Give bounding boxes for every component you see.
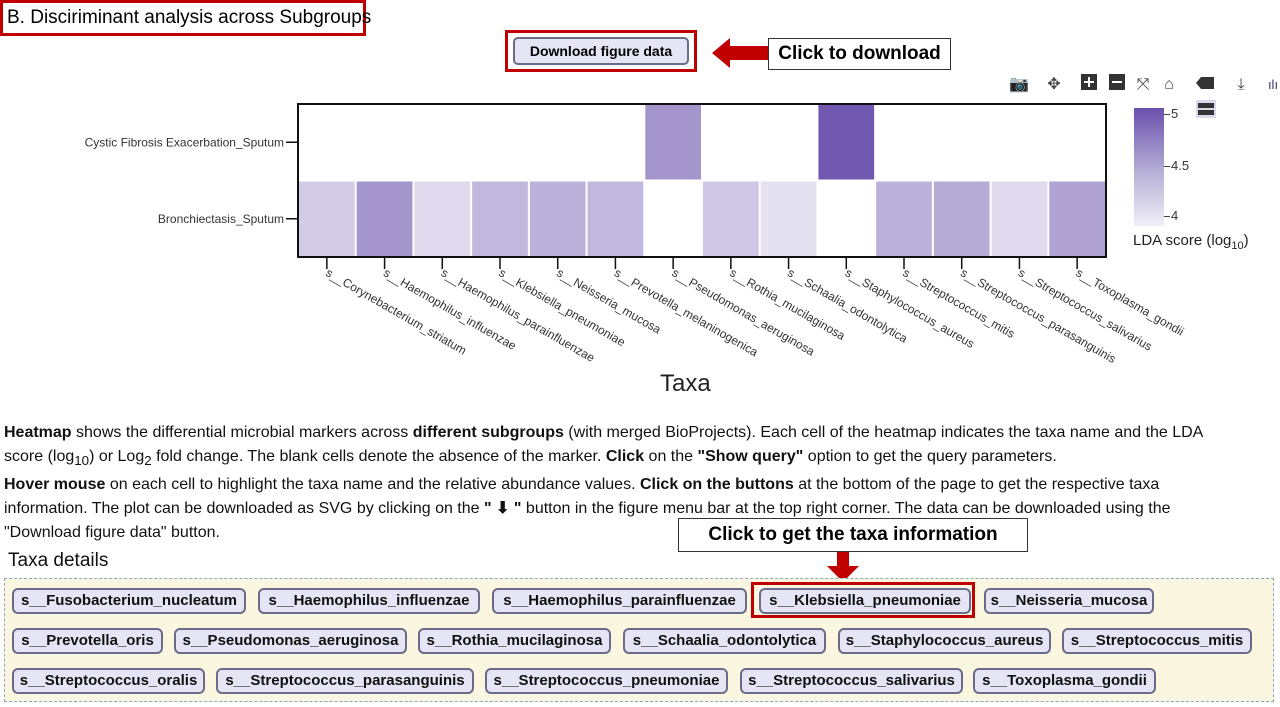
heatmap-cell[interactable] bbox=[703, 181, 759, 257]
heatmap-cell[interactable] bbox=[587, 181, 644, 257]
down-arrow-icon bbox=[827, 552, 859, 582]
taxa-details-heading: Taxa details bbox=[8, 550, 109, 571]
taxa-button-rothia-mucilaginosa[interactable]: s__Rothia_mucilaginosa bbox=[418, 628, 611, 654]
colorbar-tick bbox=[1164, 114, 1170, 115]
download-figure-data-button[interactable]: Download figure data bbox=[513, 37, 689, 65]
autoscale-icon[interactable]: ⤧ bbox=[1136, 76, 1150, 93]
taxa-button-streptococcus-pneumoniae[interactable]: s__Streptococcus_pneumoniae bbox=[485, 668, 728, 694]
taxa-button-fusobacterium-nucleatum[interactable]: s__Fusobacterium_nucleatum bbox=[12, 588, 246, 614]
plotly-logo-icon[interactable]: ılı bbox=[1267, 77, 1279, 92]
x-axis-title: Taxa bbox=[660, 370, 711, 397]
colorbar-tick-label: 4.5 bbox=[1171, 158, 1190, 173]
zoom-in-icon[interactable] bbox=[1078, 74, 1100, 96]
colorbar-tick-label: 5 bbox=[1171, 106, 1179, 121]
taxa-button-haemophilus-parainfluenzae[interactable]: s__Haemophilus_parainfluenzae bbox=[492, 588, 747, 614]
callout-click-to-download: Click to download bbox=[768, 38, 951, 70]
pan-icon[interactable]: ✥ bbox=[1047, 76, 1061, 93]
taxa-button-staphylococcus-aureus[interactable]: s__Staphylococcus_aureus bbox=[838, 628, 1051, 654]
camera-icon[interactable]: 📷 bbox=[1009, 76, 1029, 93]
download-highlight-box: Download figure data bbox=[505, 30, 697, 72]
heatmap-cell[interactable] bbox=[299, 181, 355, 257]
plot-modebar: 📷 ✥ ⤧ ⌂ ⤓ ılı bbox=[1008, 74, 1280, 118]
plot-frame bbox=[297, 103, 1107, 258]
taxa-button-schaalia-odontolytica[interactable]: s__Schaalia_odontolytica bbox=[623, 628, 826, 654]
heatmap-cell[interactable] bbox=[991, 181, 1048, 257]
callout-click-taxa-info: Click to get the taxa information bbox=[678, 518, 1028, 552]
taxa-button-haemophilus-influenzae[interactable]: s__Haemophilus_influenzae bbox=[258, 588, 480, 614]
taxa-button-pseudomonas-aeruginosa[interactable]: s__Pseudomonas_aeruginosa bbox=[174, 628, 407, 654]
taxa-button-neisseria-mucosa[interactable]: s__Neisseria_mucosa bbox=[984, 588, 1154, 614]
taxa-button-streptococcus-mitis[interactable]: s__Streptococcus_mitis bbox=[1062, 628, 1252, 654]
taxa-button-streptococcus-salivarius[interactable]: s__Streptococcus_salivarius bbox=[740, 668, 963, 694]
y-tick-label: Bronchiectasis_Sputum bbox=[158, 212, 284, 226]
colorbar-tick bbox=[1164, 166, 1170, 167]
heatmap-chart: Cystic Fibrosis Exacerbation_Sputum Bronc… bbox=[85, 103, 1186, 366]
left-arrow-icon bbox=[712, 38, 768, 68]
colorbar-tick-label: 4 bbox=[1171, 208, 1179, 223]
heatmap-cell[interactable] bbox=[529, 181, 586, 257]
hover-compare-icon[interactable] bbox=[1195, 100, 1217, 122]
heatmap-cell[interactable] bbox=[933, 181, 990, 257]
taxa-button-prevotella-oris[interactable]: s__Prevotella_oris bbox=[12, 628, 163, 654]
heatmap-cell[interactable] bbox=[414, 181, 471, 257]
heatmap-cell[interactable] bbox=[472, 181, 528, 257]
section-title: B. Disciriminant analysis across Subgrou… bbox=[0, 0, 371, 36]
heatmap-cell[interactable] bbox=[818, 105, 875, 180]
heatmap-cell[interactable] bbox=[356, 181, 413, 257]
y-tick-label: Cystic Fibrosis Exacerbation_Sputum bbox=[85, 135, 284, 149]
taxa-highlight-box bbox=[751, 582, 975, 618]
heatmap-cell[interactable] bbox=[1049, 181, 1105, 257]
taxa-button-streptococcus-parasanguinis[interactable]: s__Streptococcus_parasanguinis bbox=[216, 668, 474, 694]
heatmap-cell[interactable] bbox=[876, 181, 932, 257]
description-text: Heatmap shows the differential microbial… bbox=[4, 424, 1203, 542]
colorbar-title: LDA score (log10) bbox=[1133, 232, 1249, 252]
zoom-out-icon[interactable] bbox=[1106, 74, 1128, 96]
download-svg-icon[interactable]: ⤓ bbox=[1237, 76, 1245, 93]
taxa-button-streptococcus-oralis[interactable]: s__Streptococcus_oralis bbox=[12, 668, 205, 694]
colorbar-tick bbox=[1164, 216, 1170, 217]
colorbar bbox=[1134, 108, 1164, 226]
taxa-button-toxoplasma-gondii[interactable]: s__Toxoplasma_gondii bbox=[973, 668, 1156, 694]
taxa-button-klebsiella-pneumoniae[interactable]: s__Klebsiella_pneumoniae bbox=[759, 588, 971, 614]
home-icon[interactable]: ⌂ bbox=[1164, 76, 1174, 93]
heatmap-cell[interactable] bbox=[760, 181, 817, 257]
hover-closest-icon[interactable] bbox=[1194, 74, 1216, 96]
heatmap-cell[interactable] bbox=[645, 105, 701, 180]
